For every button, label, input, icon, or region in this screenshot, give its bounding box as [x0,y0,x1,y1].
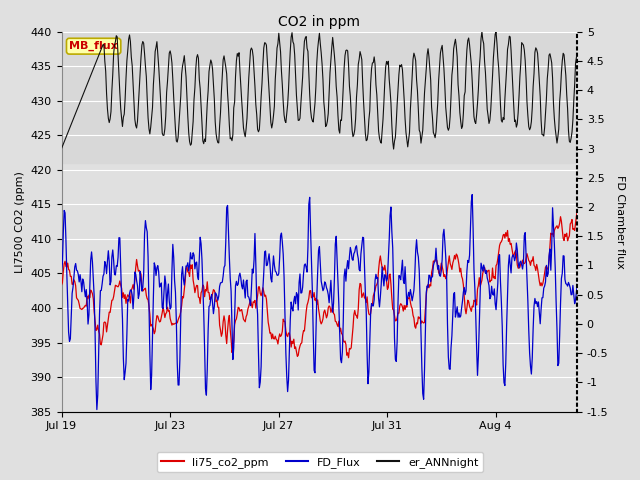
Text: MB_flux: MB_flux [69,41,118,51]
Title: CO2 in ppm: CO2 in ppm [278,15,360,29]
Y-axis label: LI7500 CO2 (ppm): LI7500 CO2 (ppm) [15,171,25,273]
Legend: li75_co2_ppm, FD_Flux, er_ANNnight: li75_co2_ppm, FD_Flux, er_ANNnight [157,452,483,472]
Y-axis label: FD Chamber flux: FD Chamber flux [615,175,625,268]
Bar [61,32,577,163]
